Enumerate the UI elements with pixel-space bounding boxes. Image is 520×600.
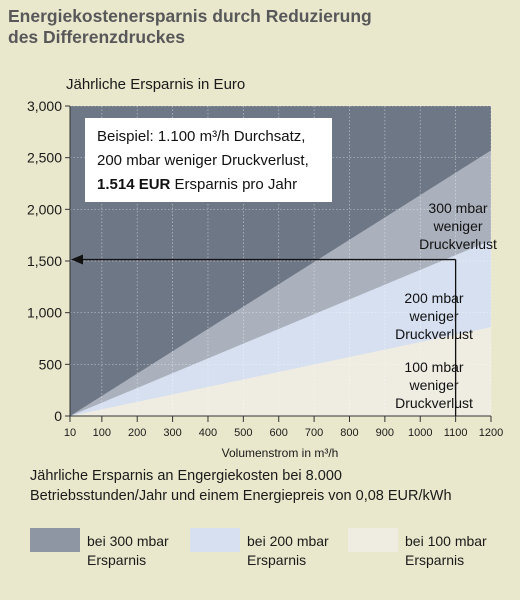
y-tick-label: 1,000 — [27, 305, 62, 321]
y-tick-label: 0 — [54, 408, 62, 424]
example-arrowhead — [71, 254, 83, 265]
legend-swatch-300 — [30, 528, 80, 552]
legend-label-100-line1: bei 100 mbar — [405, 533, 487, 549]
x-tick-label: 500 — [234, 427, 252, 439]
annotation-line3: 1.514 EUR Ersparnis pro Jahr — [97, 176, 297, 193]
legend-label-200-line1: bei 200 mbar — [247, 533, 329, 549]
legend-label-100-line2: Ersparnis — [405, 552, 465, 568]
x-tick-label: 400 — [199, 427, 217, 439]
legend-label-300-line2: Ersparnis — [87, 552, 147, 568]
legend-swatch-200 — [190, 528, 240, 552]
legend-label-300: bei 300 mbar Ersparnis — [87, 532, 197, 570]
series-label-300-mbar: 300 mbar weniger Druckverlust — [419, 200, 497, 252]
legend-label-300-line1: bei 300 mbar — [87, 533, 169, 549]
y-tick-label: 1,500 — [27, 253, 62, 269]
series-label-line: weniger — [408, 377, 458, 393]
y-tick-label: 3,000 — [27, 98, 62, 114]
series-label-line: weniger — [408, 308, 458, 324]
series-label-line: weniger — [432, 218, 482, 234]
y-tick-label: 2,500 — [27, 150, 62, 166]
series-label-200-mbar: 200 mbar weniger Druckverlust — [395, 290, 473, 342]
chart-title-line1: Energiekostenersparnis durch Reduzierung — [8, 6, 372, 26]
x-tick-label: 1100 — [444, 427, 468, 439]
x-axis-label: Volumenstrom in m³/h — [222, 446, 339, 460]
annotation-line2: 200 mbar weniger Druckverlust, — [97, 152, 309, 169]
legend-label-100: bei 100 mbar Ersparnis — [405, 532, 515, 570]
annotation-suffix: Ersparnis pro Jahr — [170, 176, 297, 193]
chart-title-line2: des Differenzdruckes — [8, 27, 186, 47]
y-tick-label: 2,000 — [27, 201, 62, 217]
y-axis-label: Jährliche Ersparnis in Euro — [66, 76, 246, 93]
series-label-line: 100 mbar — [404, 359, 463, 375]
area-chart: 0 500 1,000 1,500 2,000 2,500 3,000 10 100 200 300… — [27, 98, 503, 460]
caption-line2: Betriebsstunden/Jahr und einem Energiepr… — [30, 488, 452, 504]
legend-label-200: bei 200 mbar Ersparnis — [247, 532, 357, 570]
annotation-box — [85, 118, 332, 202]
y-tick-label: 500 — [39, 356, 63, 372]
series-label-line: 200 mbar — [404, 290, 463, 306]
series-label-line: Druckverlust — [419, 236, 497, 252]
legend-label-200-line2: Ersparnis — [247, 552, 307, 568]
x-tick-label: 10 — [64, 427, 76, 439]
chart-caption: Jährliche Ersparnis an Engergiekosten be… — [30, 466, 510, 506]
x-tick-label: 1000 — [408, 427, 432, 439]
x-tick-label: 800 — [340, 427, 358, 439]
x-tick-label: 1200 — [479, 427, 503, 439]
series-label-line: Druckverlust — [395, 395, 473, 411]
x-tick-label: 100 — [93, 427, 111, 439]
series-label-line: 300 mbar — [428, 200, 487, 216]
chart-title: Energiekostenersparnis durch Reduzierung… — [8, 6, 508, 48]
x-tick-label: 200 — [128, 427, 146, 439]
area-series-100-mbar — [70, 327, 491, 416]
caption-line1: Jährliche Ersparnis an Engergiekosten be… — [30, 468, 342, 484]
annotation-amount: 1.514 EUR — [97, 176, 171, 193]
x-tick-label: 900 — [376, 427, 394, 439]
series-label-100-mbar: 100 mbar weniger Druckverlust — [395, 359, 473, 411]
x-tick-label: 300 — [163, 427, 181, 439]
series-label-line: Druckverlust — [395, 326, 473, 342]
legend: bei 300 mbar Ersparnis bei 200 mbar Ersp… — [30, 528, 510, 572]
legend-swatch-100 — [348, 528, 398, 552]
annotation-line1: Beispiel: 1.100 m³/h Durchsatz, — [97, 128, 305, 145]
x-tick-label: 700 — [305, 427, 323, 439]
x-tick-label: 600 — [270, 427, 288, 439]
